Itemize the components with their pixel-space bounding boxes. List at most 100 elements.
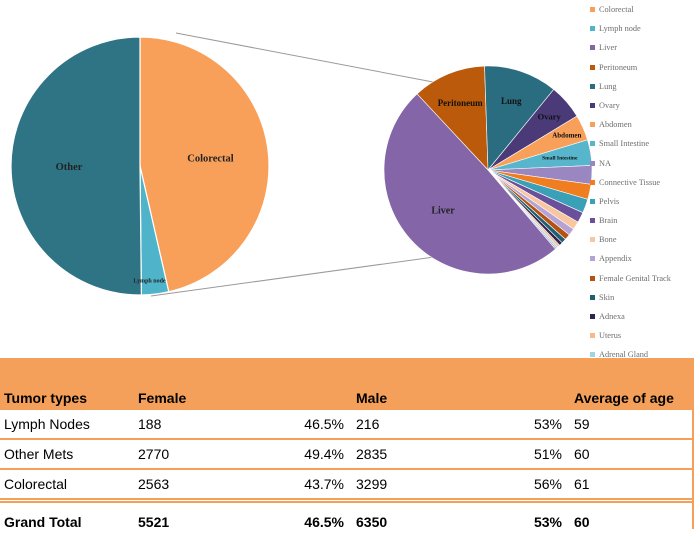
legend-swatch [590, 256, 595, 261]
cell-average-age: 60 [570, 439, 692, 469]
legend-swatch [590, 7, 595, 12]
header-female: Female [134, 384, 278, 410]
total-average-age: 60 [570, 501, 692, 536]
legend-swatch [590, 45, 595, 50]
cell-male: 2835 [352, 439, 496, 469]
legend-swatch [590, 237, 595, 242]
header-tumor-types: Tumor types [0, 384, 134, 410]
legend-item-abdomen: Abdomen [590, 115, 694, 134]
legend-item-colorectal: Colorectal [590, 0, 694, 19]
legend-item-pelvis: Pelvis [590, 192, 694, 211]
legend-label: Peritoneum [599, 63, 637, 72]
legend-label: Abdomen [599, 120, 632, 129]
slice-label-abdomen: Abdomen [552, 131, 581, 139]
cell-female-pct: 43.7% [278, 469, 352, 501]
cell-average-age: 61 [570, 469, 692, 501]
header-male: Male [352, 384, 496, 410]
legend-label: Pelvis [599, 197, 619, 206]
grand-total-row: Grand Total 5521 46.5% 6350 53% 60 [0, 501, 692, 536]
legend-swatch [590, 314, 595, 319]
legend-label: Small Intestine [599, 139, 649, 148]
legend-label: Brain [599, 216, 617, 225]
cell-male-pct: 51% [496, 439, 570, 469]
legend-label: Lung [599, 82, 617, 91]
legend-swatch [590, 84, 595, 89]
legend-label: Liver [599, 43, 617, 52]
slice-label-ovary: Ovary [538, 112, 562, 122]
legend-swatch [590, 26, 595, 31]
cell-tumor-type: Lymph Nodes [0, 410, 134, 439]
legend-label: Connective Tissue [599, 178, 660, 187]
total-female: 5521 [134, 501, 278, 536]
slice-label-small-intestine: Small Intestine [542, 156, 578, 162]
cell-female-pct: 49.4% [278, 439, 352, 469]
legend-item-bone: Bone [590, 230, 694, 249]
slice-label-liver: Liver [431, 206, 455, 217]
cell-female: 188 [134, 410, 278, 439]
cell-male-pct: 56% [496, 469, 570, 501]
cell-tumor-type: Other Mets [0, 439, 134, 469]
main-pie: Colorectal Lymph node Other [11, 37, 269, 295]
legend-swatch [590, 199, 595, 204]
legend-item-brain: Brain [590, 211, 694, 230]
legend-label: Skin [599, 293, 614, 302]
legend-item-peritoneum: Peritoneum [590, 58, 694, 77]
legend-item-na: NA [590, 154, 694, 173]
slice-label-colorectal: Colorectal [187, 154, 234, 165]
table-row: Lymph Nodes 188 46.5% 216 53% 59 [0, 410, 692, 439]
legend-item-adnexa: Adnexa [590, 307, 694, 326]
legend-label: Bone [599, 235, 617, 244]
cell-female: 2770 [134, 439, 278, 469]
legend-label: Colorectal [599, 5, 634, 14]
cell-tumor-type: Colorectal [0, 469, 134, 501]
legend-label: Female Genital Track [599, 274, 671, 283]
cell-male: 216 [352, 410, 496, 439]
tumor-table-panel: Tumor types Female Male Average of age L… [0, 358, 694, 529]
legend-item-lymph-node: Lymph node [590, 19, 694, 38]
legend-swatch [590, 180, 595, 185]
legend-swatch [590, 276, 595, 281]
legend: Colorectal Lymph node Liver Peritoneum Lung O… [590, 0, 694, 384]
legend-item-lung: Lung [590, 77, 694, 96]
legend-swatch [590, 295, 595, 300]
legend-swatch [590, 122, 595, 127]
legend-swatch [590, 218, 595, 223]
legend-swatch [590, 141, 595, 146]
legend-item-liver: Liver [590, 38, 694, 57]
legend-label: Ovary [599, 101, 620, 110]
slice-label-lymph-node: Lymph node [133, 279, 166, 285]
total-label: Grand Total [0, 501, 134, 536]
cell-male: 3299 [352, 469, 496, 501]
slice-label-peritoneum: Peritoneum [438, 98, 483, 108]
legend-label: Adnexa [599, 312, 625, 321]
legend-item-small-intestine: Small Intestine [590, 134, 694, 153]
total-female-pct: 46.5% [278, 501, 352, 536]
legend-swatch [590, 65, 595, 70]
legend-label: Lymph node [599, 24, 641, 33]
header-male-pct [496, 384, 570, 410]
legend-swatch [590, 333, 595, 338]
legend-item-appendix: Appendix [590, 249, 694, 268]
header-average-age: Average of age [570, 384, 692, 410]
header-female-pct [278, 384, 352, 410]
pie-chart-area: Colorectal Lymph node Other Peritoneum Lung O… [0, 0, 694, 350]
legend-item-female-genital-track: Female Genital Track [590, 269, 694, 288]
legend-swatch [590, 161, 595, 166]
cell-male-pct: 53% [496, 410, 570, 439]
cell-female-pct: 46.5% [278, 410, 352, 439]
legend-label: NA [599, 159, 611, 168]
legend-label: Uterus [599, 331, 621, 340]
slice-label-other: Other [56, 162, 83, 173]
legend-label: Appendix [599, 254, 632, 263]
legend-swatch [590, 103, 595, 108]
table-header-row: Tumor types Female Male Average of age [0, 384, 692, 410]
legend-item-uterus: Uterus [590, 326, 694, 345]
legend-item-ovary: Ovary [590, 96, 694, 115]
cell-female: 2563 [134, 469, 278, 501]
table-row: Colorectal 2563 43.7% 3299 56% 61 [0, 469, 692, 501]
total-male: 6350 [352, 501, 496, 536]
total-male-pct: 53% [496, 501, 570, 536]
cell-average-age: 59 [570, 410, 692, 439]
tumor-table: Tumor types Female Male Average of age L… [0, 384, 692, 536]
